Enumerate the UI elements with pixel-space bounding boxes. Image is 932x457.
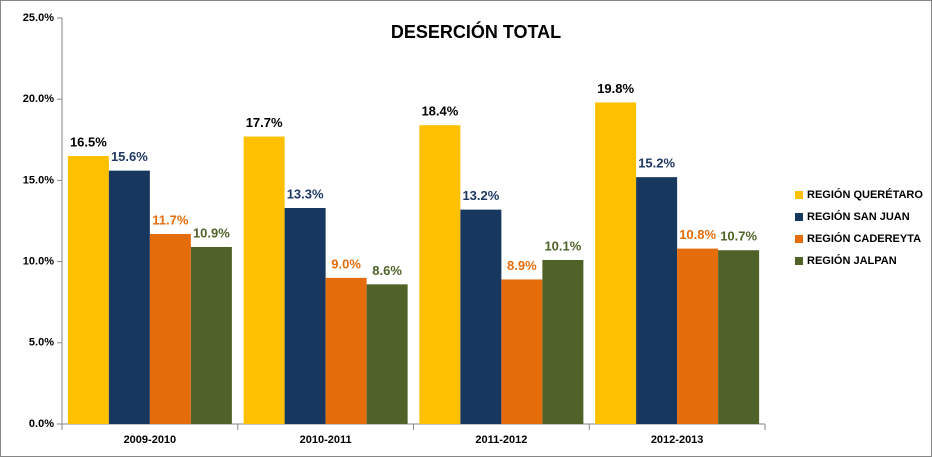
value-label: 10.9% xyxy=(193,225,230,240)
y-tick-label: 15.0% xyxy=(23,174,54,186)
legend-label: REGIÓN QUERÉTARO xyxy=(807,188,923,201)
value-label: 15.2% xyxy=(638,156,675,171)
y-tick-label: 20.0% xyxy=(23,93,54,105)
bar xyxy=(243,136,285,424)
legend-label: REGIÓN SAN JUAN xyxy=(807,210,910,223)
x-tick-label: 2010-2011 xyxy=(300,434,352,446)
value-label: 10.8% xyxy=(679,227,716,242)
value-label: 15.6% xyxy=(111,149,148,164)
y-tick-label: 0.0% xyxy=(29,418,54,430)
bar xyxy=(677,248,719,424)
legend-label: REGIÓN JALPAN xyxy=(807,254,897,267)
value-label: 8.9% xyxy=(507,258,537,273)
bar xyxy=(190,246,232,424)
y-tick-label: 25.0% xyxy=(23,12,54,24)
bar xyxy=(718,250,760,424)
value-label: 10.7% xyxy=(720,229,757,244)
bar xyxy=(460,209,502,424)
value-label: 10.1% xyxy=(544,238,581,253)
bar xyxy=(419,125,461,425)
bar xyxy=(595,102,637,424)
bar xyxy=(542,259,584,424)
x-tick-label: 2012-2013 xyxy=(651,434,704,446)
bar xyxy=(284,208,326,424)
bar xyxy=(636,177,678,424)
y-tick-label: 10.0% xyxy=(23,256,54,268)
legend-swatch xyxy=(795,257,803,265)
y-tick-label: 5.0% xyxy=(29,337,54,349)
x-tick-label: 2011-2012 xyxy=(475,434,527,446)
bar xyxy=(501,279,543,424)
value-label: 16.5% xyxy=(70,134,107,149)
value-label: 19.8% xyxy=(597,81,634,96)
bar xyxy=(67,156,109,425)
legend-swatch xyxy=(795,191,803,199)
value-label: 18.4% xyxy=(421,104,458,119)
bar xyxy=(149,233,191,424)
legend-label: REGIÓN CADEREYTA xyxy=(807,232,921,245)
value-label: 9.0% xyxy=(331,256,361,271)
value-label: 13.2% xyxy=(462,188,499,203)
value-label: 11.7% xyxy=(152,212,189,227)
value-label: 13.3% xyxy=(287,186,324,201)
x-tick-label: 2009-2010 xyxy=(124,434,177,446)
value-label: 8.6% xyxy=(372,263,402,278)
chart-title: DESERCIÓN TOTAL xyxy=(391,21,561,42)
bar xyxy=(108,170,150,424)
legend-swatch xyxy=(795,235,803,243)
value-label: 17.7% xyxy=(246,115,283,130)
bar xyxy=(366,284,408,424)
bar xyxy=(325,277,367,424)
legend-swatch xyxy=(795,213,803,221)
